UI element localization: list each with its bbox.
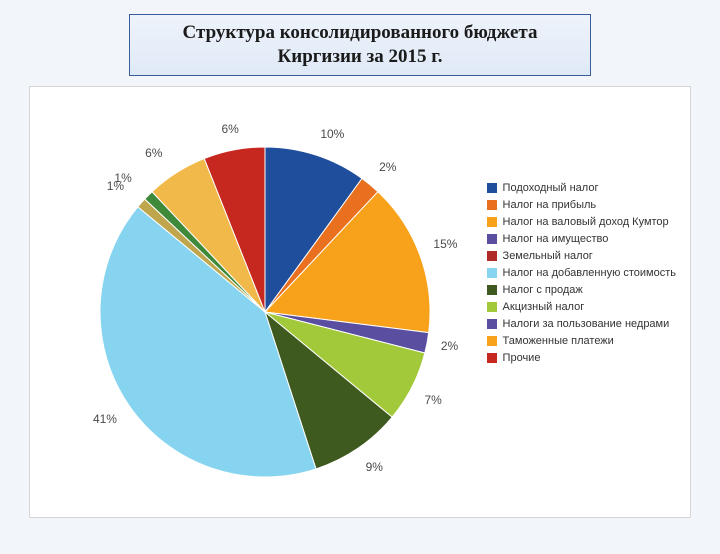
- pie-percent-label: 7%: [424, 393, 441, 407]
- legend-item: Акцизный налог: [487, 301, 676, 313]
- pie-chart-svg: [70, 107, 460, 517]
- pie-percent-label: 10%: [320, 127, 344, 141]
- chart-title-box: Структура консолидированного бюджета Кир…: [129, 14, 591, 76]
- legend-label: Налог на прибыль: [503, 199, 597, 211]
- pie-percent-label: 15%: [433, 237, 457, 251]
- legend-item: Земельный налог: [487, 250, 676, 262]
- legend-label: Налог с продаж: [503, 284, 583, 296]
- legend-item: Подоходный налог: [487, 182, 676, 194]
- legend-item: Прочие: [487, 352, 676, 364]
- chart-title-line1: Структура консолидированного бюджета: [140, 21, 580, 45]
- legend-swatch: [487, 285, 497, 295]
- legend-item: Налог с продаж: [487, 284, 676, 296]
- legend-item: Таможенные платежи: [487, 335, 676, 347]
- legend-label: Земельный налог: [503, 250, 593, 262]
- legend: Подоходный налог Налог на прибыль Налог на…: [487, 177, 676, 369]
- pie-percent-label: 9%: [366, 460, 383, 474]
- legend-item: Налоги за пользование недрами: [487, 318, 676, 330]
- legend-label: Налог на имущество: [503, 233, 609, 245]
- legend-label: Таможенные платежи: [503, 335, 614, 347]
- legend-label: Налог на добавленную стоимость: [503, 267, 676, 279]
- chart-title-line2: Киргизии за 2015 г.: [140, 45, 580, 69]
- legend-swatch: [487, 200, 497, 210]
- pie-percent-label: 1%: [114, 171, 131, 185]
- legend-swatch: [487, 319, 497, 329]
- legend-swatch: [487, 268, 497, 278]
- pie-percent-label: 2%: [379, 160, 396, 174]
- legend-item: Налог на имущество: [487, 233, 676, 245]
- legend-swatch: [487, 251, 497, 261]
- legend-swatch: [487, 353, 497, 363]
- legend-swatch: [487, 234, 497, 244]
- pie-percent-label: 2%: [441, 339, 458, 353]
- legend-item: Налог на валовый доход Кумтор: [487, 216, 676, 228]
- pie-percent-label: 6%: [221, 122, 238, 136]
- legend-swatch: [487, 336, 497, 346]
- legend-label: Налог на валовый доход Кумтор: [503, 216, 669, 228]
- legend-label: Прочие: [503, 352, 541, 364]
- legend-item: Налог на добавленную стоимость: [487, 267, 676, 279]
- legend-label: Акцизный налог: [503, 301, 585, 313]
- legend-label: Подоходный налог: [503, 182, 599, 194]
- legend-swatch: [487, 183, 497, 193]
- legend-swatch: [487, 302, 497, 312]
- legend-label: Налоги за пользование недрами: [503, 318, 670, 330]
- legend-item: Налог на прибыль: [487, 199, 676, 211]
- chart-area: Подоходный налог Налог на прибыль Налог на…: [30, 87, 690, 517]
- chart-card: Подоходный налог Налог на прибыль Налог на…: [29, 86, 691, 518]
- legend-swatch: [487, 217, 497, 227]
- pie-percent-label: 6%: [145, 146, 162, 160]
- pie-percent-label: 41%: [93, 412, 117, 426]
